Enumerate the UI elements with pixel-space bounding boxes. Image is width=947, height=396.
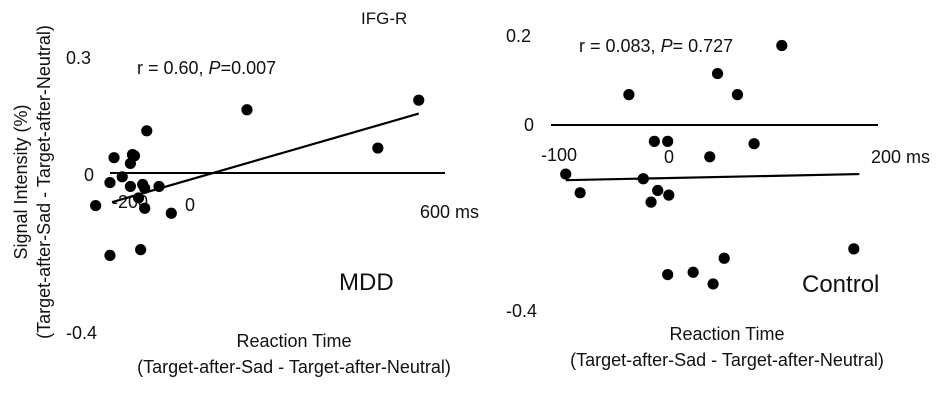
control-panel: r = 0.083, P= 0.727 0.2 0 -0.4 -100 0 20… [506,26,930,370]
mdd-data-point [104,249,116,262]
mdd-data-point [90,199,102,212]
mdd-panel: IFG-R r = 0.60, P=0.007 Signal Intensity… [11,9,479,377]
mdd-data-point [413,94,425,106]
control-data-point [687,266,699,278]
control-x-tick-label: -100 [541,145,577,165]
control-data-point [623,89,635,101]
mdd-data-point [128,150,141,162]
control-data-point [662,135,674,147]
mdd-data-point [124,180,137,193]
control-x-tick-label: 200 ms [871,147,930,167]
control-x-tick-label: 0 [664,147,674,167]
mdd-data-point [153,180,165,193]
mdd-y-tick-label: 0.3 [66,48,91,68]
control-data-point [574,187,586,199]
control-data-point [704,151,716,163]
control-data-point [663,189,675,201]
control-y-tick-label: 0 [524,115,534,135]
mdd-y-tick-label: -0.4 [66,323,97,343]
control-data-point [711,67,724,80]
control-data-point [652,184,664,197]
mdd-y-tick-label: 0 [84,165,94,185]
control-data-point [707,278,719,290]
control-r-text: r = 0.083, [579,36,661,56]
mdd-data-point [165,207,177,219]
mdd-data-point [241,104,253,116]
mdd-r-text: r = 0.60, [137,58,209,78]
mdd-x-tick-label: 600 ms [420,202,479,222]
mdd-x-axis-title-line2: (Target-after-Sad - Target-after-Neutral… [137,357,451,377]
control-data-point [731,89,744,101]
mdd-data-point [135,244,147,256]
mdd-y-axis-title-line1: Signal Intensity (%) [11,104,31,259]
control-data-point [848,243,860,255]
mdd-data-point [139,202,151,214]
mdd-p-symbol: P [209,58,221,78]
mdd-data-point [141,125,153,137]
mdd-data-marks [90,94,425,262]
mdd-correlation-annotation: r = 0.60, P=0.007 [137,58,276,78]
mdd-data-point [104,176,116,189]
control-y-tick-label: 0.2 [506,26,531,46]
control-x-axis-title-line2: (Target-after-Sad - Target-after-Neutral… [570,350,884,370]
control-p-symbol: P [661,36,673,56]
mdd-x-axis-title-line1: Reaction Time [236,331,351,351]
panel-region-label: IFG-R [361,9,407,28]
control-data-point [748,138,760,150]
mdd-data-point [139,182,151,194]
mdd-data-point [132,192,145,204]
control-data-point [648,135,660,147]
control-x-axis-title-line1: Reaction Time [669,324,784,344]
mdd-data-point [108,152,120,164]
control-data-point [637,173,649,185]
control-data-point [776,39,788,52]
control-data-marks [560,39,860,290]
mdd-group-label: MDD [339,269,394,296]
mdd-data-point [372,142,384,154]
control-regression-line [565,172,860,182]
mdd-x-tick-label: 0 [185,195,195,215]
control-data-point [560,168,572,180]
mdd-data-point [116,171,128,183]
control-group-label: Control [802,271,879,298]
mdd-y-axis-title-line2: (Target-after-Sad - Target-after-Neutral… [34,25,54,339]
control-y-tick-label: -0.4 [506,301,537,321]
mdd-p-value: =0.007 [221,58,277,78]
control-correlation-annotation: r = 0.083, P= 0.727 [579,36,733,56]
control-p-value: = 0.727 [673,36,734,56]
control-data-point [645,196,657,208]
control-data-point [718,252,730,264]
control-data-point [662,269,674,281]
